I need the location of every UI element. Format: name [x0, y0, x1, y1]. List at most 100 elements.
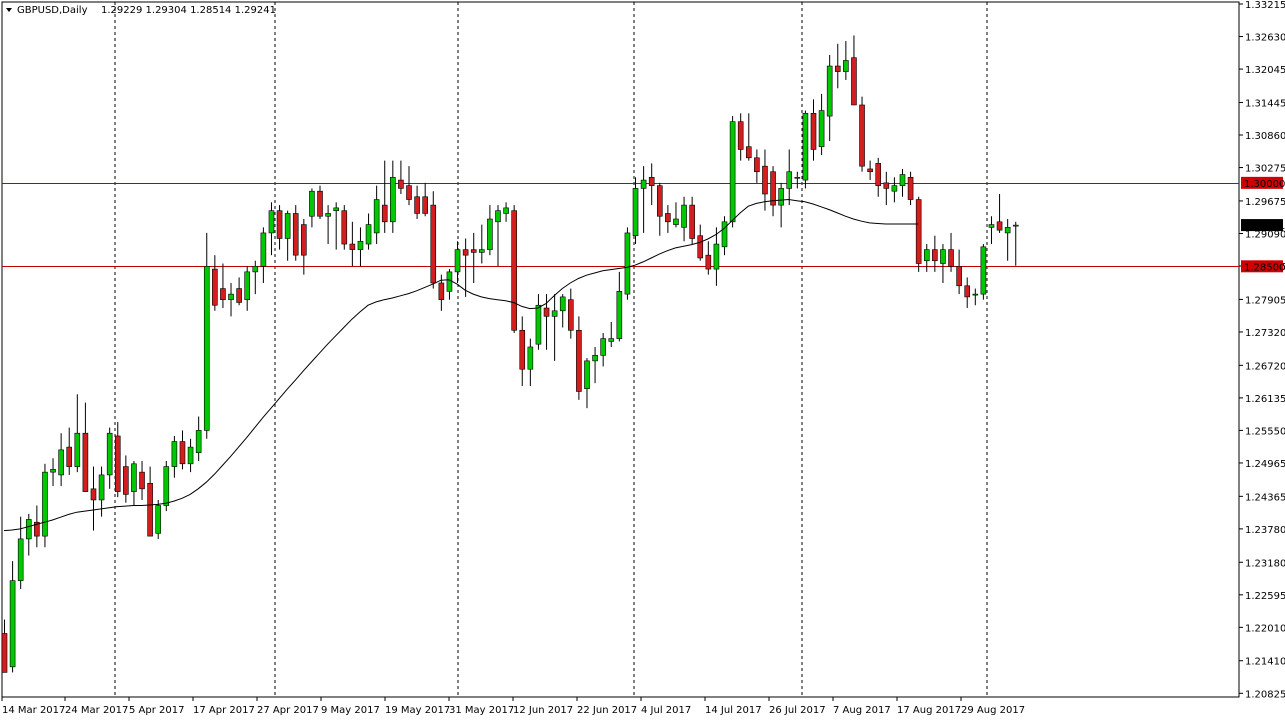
candle-body — [147, 482, 153, 537]
candle-body — [648, 176, 655, 186]
candle — [381, 160, 388, 233]
candle-body — [438, 282, 445, 300]
y-tick-label: 1.22010 — [1245, 623, 1285, 634]
candle-body — [988, 224, 995, 228]
candle — [74, 394, 81, 473]
candle — [535, 294, 542, 350]
candle-body — [794, 176, 801, 179]
candle-body — [454, 249, 461, 273]
candle — [414, 185, 420, 220]
candle — [325, 205, 331, 245]
candle-body — [284, 213, 291, 239]
candle — [851, 35, 857, 106]
candle-body — [543, 307, 550, 317]
candle-body — [244, 271, 250, 300]
candle — [834, 43, 841, 89]
candle-body — [1004, 227, 1011, 234]
candle — [640, 166, 647, 233]
candle — [244, 266, 250, 311]
candle — [859, 96, 865, 172]
candle — [479, 224, 485, 264]
moving-average-line — [3, 198, 919, 532]
candle-body — [74, 432, 81, 467]
candle — [341, 205, 348, 250]
candle-body — [883, 182, 890, 189]
candle — [495, 205, 501, 267]
x-tick-label: 17 Apr 2017 — [193, 705, 255, 716]
candle — [292, 205, 299, 261]
y-tick-label: 1.21410 — [1245, 657, 1285, 668]
y-tick-label: 1.27320 — [1245, 328, 1285, 339]
candle-body — [236, 288, 242, 303]
candle-body — [511, 210, 517, 331]
candle — [964, 277, 971, 309]
candle-body — [42, 471, 48, 537]
candle — [58, 433, 64, 487]
x-tick-label: 26 Jul 2017 — [769, 705, 826, 716]
candle-body — [212, 268, 218, 306]
y-tick-label: 1.30860 — [1245, 131, 1285, 142]
dropdown-triangle-icon[interactable] — [6, 8, 12, 12]
candle — [624, 227, 631, 300]
candle-body — [705, 254, 712, 270]
candle-body — [665, 213, 671, 223]
candle — [592, 346, 598, 384]
candle — [123, 455, 129, 503]
candle-body — [834, 65, 841, 72]
candle-body — [422, 196, 428, 214]
candle — [932, 235, 938, 272]
candle-body — [770, 171, 776, 206]
candle — [228, 282, 234, 317]
candle-body — [632, 188, 639, 237]
x-tick-label: 14 Mar 2017 — [2, 705, 65, 716]
candle — [1, 619, 8, 673]
candle — [106, 427, 113, 489]
candle — [519, 316, 526, 386]
candle-body — [114, 435, 121, 492]
x-tick-label: 19 May 2017 — [385, 705, 450, 716]
candle — [948, 232, 954, 272]
candle — [171, 435, 178, 478]
candle-body — [681, 204, 687, 228]
candle-body — [608, 338, 615, 342]
candle — [770, 166, 776, 217]
candle — [826, 54, 833, 142]
candle — [891, 177, 898, 203]
candle — [996, 193, 1003, 233]
candle — [1012, 221, 1019, 266]
x-tick-label: 24 Mar 2017 — [65, 705, 128, 716]
candle-body — [729, 121, 736, 223]
candle-body — [325, 213, 331, 217]
candle-body — [721, 221, 728, 248]
level-tag-bg — [1241, 176, 1283, 189]
candle — [422, 182, 428, 217]
candle-body — [786, 171, 793, 189]
candle-body — [519, 329, 526, 370]
candle — [511, 205, 517, 334]
price-tags: 1.30000 1.28500 1.29241 — [1241, 176, 1285, 273]
candle-body — [479, 249, 485, 253]
candle-body — [34, 521, 40, 537]
candle-body — [365, 224, 372, 245]
candle — [430, 191, 437, 289]
candle — [470, 232, 477, 283]
candle-body — [745, 146, 752, 159]
candle-body — [123, 466, 129, 495]
candle-body — [535, 304, 542, 345]
candle-body — [972, 293, 979, 296]
candle-body — [964, 285, 971, 298]
candle-body — [349, 243, 356, 250]
candle — [1004, 219, 1011, 261]
x-tick-label: 12 Jun 2017 — [513, 705, 573, 716]
candle-body — [390, 176, 396, 223]
candle-body — [980, 246, 987, 295]
candle-body — [357, 240, 364, 250]
candle-body — [25, 519, 32, 540]
candle — [778, 182, 784, 228]
candle — [365, 213, 372, 250]
candle-body — [996, 221, 1003, 231]
ohlc-values: 1.29229 1.29304 1.28514 1.29241 — [101, 5, 276, 16]
candle-body — [414, 196, 420, 214]
candle — [843, 40, 849, 80]
